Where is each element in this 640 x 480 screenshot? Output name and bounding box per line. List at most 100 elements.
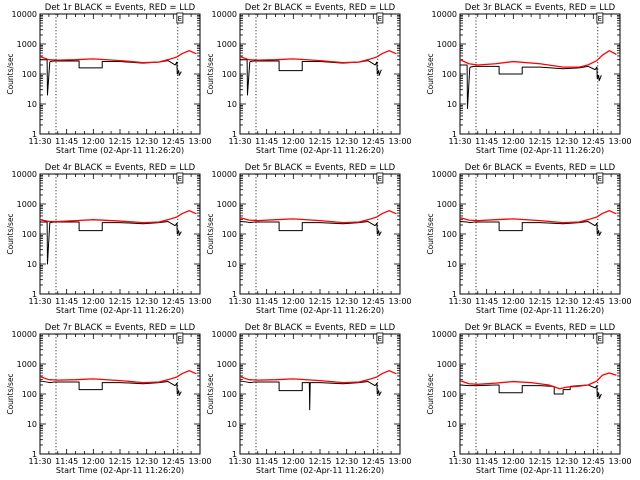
x-tick-label: 12:30 [335, 297, 358, 306]
x-tick-label: 12:15 [108, 457, 131, 466]
x-tick-label: 12:30 [555, 457, 578, 466]
chart-title: Det 7r BLACK = Events, RED = LLD [45, 323, 196, 333]
x-tick-label: 13:00 [388, 457, 411, 466]
marker-box [596, 12, 604, 24]
chart-panel-2: Det 2r BLACK = Events, RED = LLD 1 10 100 10… [206, 3, 412, 155]
y-tick-label: 1000 [437, 200, 457, 209]
x-tick-label: 12:00 [502, 297, 525, 306]
x-axis-label: Start Time (02-Apr-11 11:26:20) [476, 146, 604, 155]
chart-title: Det 4r BLACK = Events, RED = LLD [45, 163, 196, 173]
x-tick-label: 11:45 [255, 457, 278, 466]
x-tick-label: 13:00 [608, 297, 631, 306]
series-events-line [39, 380, 182, 396]
chart-panel-4: Det 4r BLACK = Events, RED = LLD 1 10 100 10… [6, 163, 212, 315]
x-tick-label: 13:00 [608, 457, 631, 466]
x-tick-label: 11:45 [255, 137, 278, 146]
y-tick-label: 1 [32, 450, 37, 459]
y-tick-label: 10000 [432, 10, 457, 19]
x-tick-label: 11:30 [448, 137, 471, 146]
y-tick-label: 10000 [12, 10, 37, 19]
y-axis-label: Counts/sec [206, 53, 215, 94]
y-tick-label: 1 [232, 450, 237, 459]
x-tick-label: 11:30 [448, 457, 471, 466]
chart-title: Det 5r BLACK = Events, RED = LLD [245, 163, 396, 173]
y-tick-label: 100 [222, 70, 237, 79]
x-tick-label: 12:15 [308, 137, 331, 146]
y-tick-label: 10000 [12, 170, 37, 179]
y-tick-label: 10 [27, 260, 37, 269]
chart-title: Det 3r BLACK = Events, RED = LLD [465, 3, 616, 13]
chart-title: Det 9r BLACK = Events, RED = LLD [465, 323, 616, 333]
x-tick-label: 12:45 [162, 137, 185, 146]
y-tick-label: 10000 [212, 170, 237, 179]
marker-label: E [378, 175, 382, 183]
y-tick-label: 1 [452, 290, 457, 299]
y-axis-label: Counts/sec [6, 53, 15, 94]
x-tick-label: 11:30 [28, 297, 51, 306]
series-lld-line [239, 210, 397, 224]
chart-panel-8: Det 8r BLACK = Events, RED = LLD 1 10 100 10… [206, 323, 412, 475]
x-tick-label: 12:30 [555, 137, 578, 146]
series-events-line [40, 59, 182, 96]
x-tick-label: 12:00 [502, 137, 525, 146]
chart-title: Det 1r BLACK = Events, RED = LLD [45, 3, 196, 13]
marker-box [176, 12, 184, 24]
x-tick-label: 11:45 [475, 137, 498, 146]
x-axis-label: Start Time (02-Apr-11 11:26:20) [56, 146, 184, 155]
x-tick-label: 12:00 [82, 137, 105, 146]
y-tick-label: 100 [442, 390, 457, 399]
x-axis-label: Start Time (02-Apr-11 11:26:20) [256, 466, 384, 475]
series-lld-line [39, 370, 197, 384]
x-tick-label: 13:00 [188, 137, 211, 146]
y-tick-label: 10000 [12, 330, 37, 339]
y-tick-label: 1 [32, 130, 37, 139]
y-tick-label: 1 [452, 450, 457, 459]
x-tick-label: 11:45 [55, 297, 78, 306]
chart-panel-9: Det 9r BLACK = Events, RED = LLD 1 10 100 10… [426, 323, 632, 475]
y-tick-label: 10000 [212, 10, 237, 19]
x-tick-label: 12:00 [282, 137, 305, 146]
y-tick-label: 10 [27, 100, 37, 109]
x-tick-label: 11:45 [475, 457, 498, 466]
plot-frame [239, 13, 401, 135]
x-tick-label: 12:15 [308, 297, 331, 306]
y-axis-label: Counts/sec [206, 373, 215, 414]
y-tick-label: 100 [22, 70, 37, 79]
y-tick-label: 10 [227, 420, 237, 429]
x-tick-label: 12:30 [135, 297, 158, 306]
chart-panel-1: Det 1r BLACK = Events, RED = LLD 1 10 100 10… [6, 3, 212, 155]
y-tick-label: 10 [447, 420, 457, 429]
series-lld-line [459, 210, 617, 224]
y-axis-label: Counts/sec [6, 213, 15, 254]
series-lld-line [459, 372, 617, 390]
x-axis-label: Start Time (02-Apr-11 11:26:20) [256, 306, 384, 315]
x-tick-label: 12:30 [335, 457, 358, 466]
y-tick-label: 10000 [432, 330, 457, 339]
x-tick-label: 12:30 [555, 297, 578, 306]
y-tick-label: 100 [22, 390, 37, 399]
x-tick-label: 11:30 [28, 137, 51, 146]
y-tick-label: 1 [452, 130, 457, 139]
x-tick-label: 12:30 [335, 137, 358, 146]
chart-panel-3: Det 3r BLACK = Events, RED = LLD 1 10 100 10… [426, 3, 632, 155]
y-axis-label: Counts/sec [426, 53, 435, 94]
marker-box [176, 172, 184, 184]
series-events-line [460, 64, 602, 110]
x-tick-label: 11:30 [228, 297, 251, 306]
y-tick-label: 10000 [212, 330, 237, 339]
y-tick-label: 10 [227, 100, 237, 109]
x-tick-label: 12:15 [108, 137, 131, 146]
marker-box [376, 332, 384, 344]
y-tick-label: 1 [232, 290, 237, 299]
x-tick-label: 12:15 [528, 297, 551, 306]
series-lld-line [459, 50, 617, 68]
series-events-line [239, 221, 382, 236]
x-tick-label: 12:45 [362, 297, 385, 306]
marker-label: E [598, 175, 602, 183]
y-tick-label: 1 [232, 130, 237, 139]
y-tick-label: 100 [442, 230, 457, 239]
y-tick-label: 1000 [217, 40, 237, 49]
x-tick-label: 12:30 [135, 137, 158, 146]
plot-frame [459, 13, 621, 135]
y-tick-label: 1000 [17, 200, 37, 209]
